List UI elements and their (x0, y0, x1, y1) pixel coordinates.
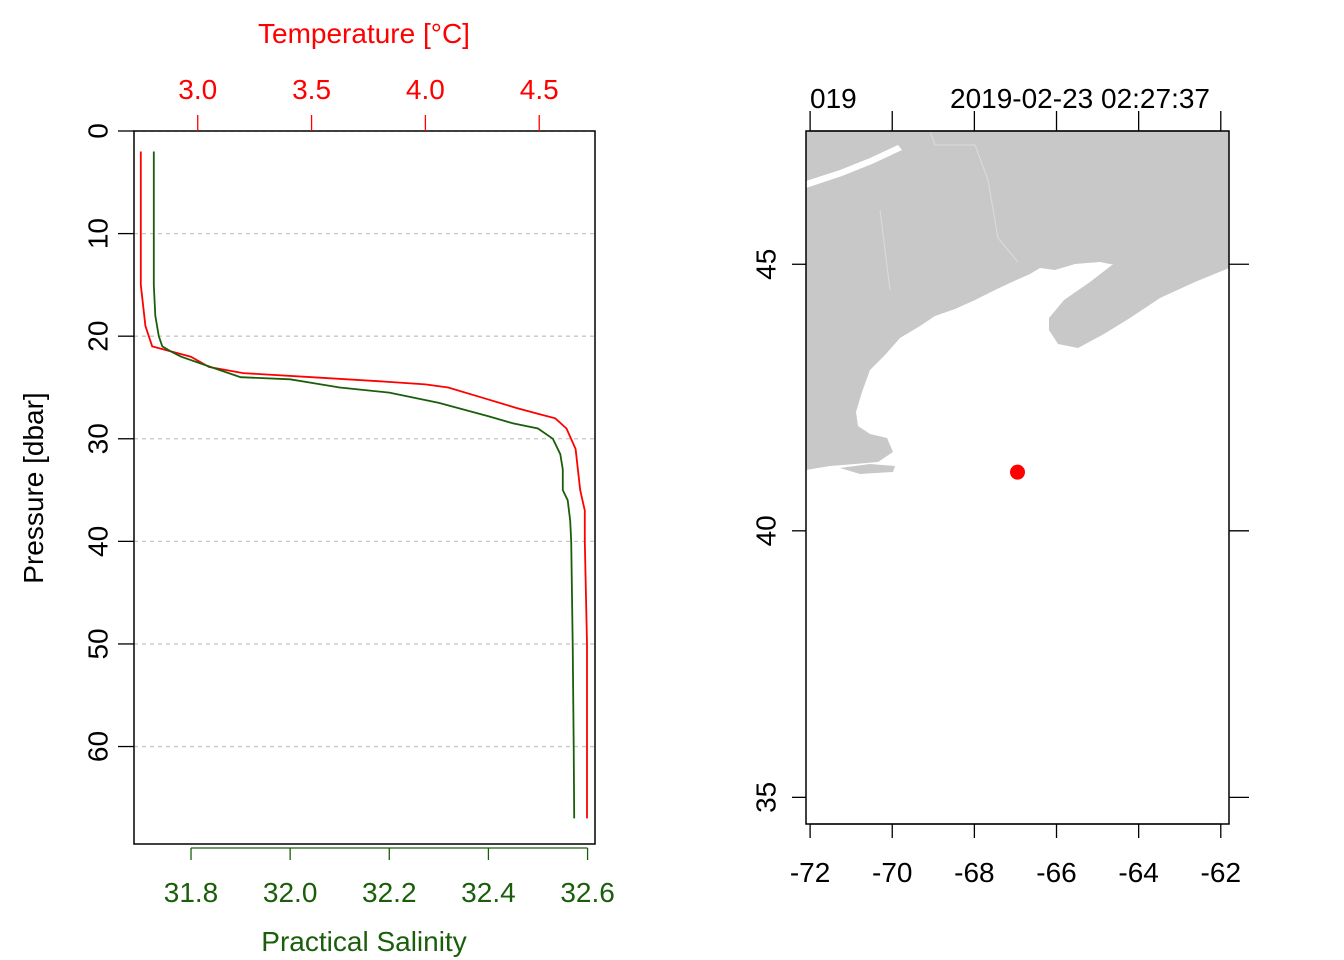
station-time-axis (809, 111, 1222, 132)
pressure-tick-label: 40 (83, 526, 114, 557)
latitude-tick-label: 45 (751, 249, 782, 280)
map-right-ticks (1229, 263, 1249, 798)
salinity-axis: 31.8 32.0 32.2 32.4 32.6 (164, 847, 615, 908)
latitude-tick-label: 35 (751, 782, 782, 813)
temperature-profile-line (139, 151, 588, 819)
pressure-tick-label: 30 (83, 423, 114, 454)
salinity-tick-label: 32.6 (560, 877, 615, 908)
longitude-tick-label: -72 (790, 857, 830, 888)
temperature-tick-label: 4.0 (406, 74, 445, 105)
pressure-tick-label: 10 (83, 218, 114, 249)
salinity-tick-label: 31.8 (164, 877, 219, 908)
land-mainland (806, 131, 1229, 470)
map-panel: -72 -70 -68 -66 -64 -62 35 40 45 019 2019-02-23… (751, 83, 1249, 888)
temperature-tick-label: 3.0 (178, 74, 217, 105)
temperature-tick-label: 4.5 (520, 74, 559, 105)
longitude-tick-label: -68 (954, 857, 994, 888)
pressure-gridlines (134, 130, 595, 748)
pressure-tick-label: 0 (83, 123, 114, 139)
temperature-tick-label: 3.5 (292, 74, 331, 105)
longitude-tick-label: -66 (1036, 857, 1076, 888)
land-nova-scotia (1049, 220, 1229, 348)
latitude-axis: 35 40 45 (751, 249, 806, 813)
salinity-tick-label: 32.0 (263, 877, 318, 908)
latitude-tick-label: 40 (751, 515, 782, 546)
longitude-axis: -72 -70 -68 -66 -64 -62 (790, 823, 1241, 888)
longitude-tick-label: -64 (1118, 857, 1158, 888)
profile-plot-frame (133, 130, 596, 845)
temperature-axis-title: Temperature [°C] (258, 18, 470, 49)
salinity-axis-title: Practical Salinity (261, 926, 466, 957)
pressure-tick-label: 20 (83, 321, 114, 352)
longitude-tick-label: -70 (872, 857, 912, 888)
salinity-profile-line (152, 151, 576, 819)
salinity-tick-label: 32.2 (362, 877, 417, 908)
border-line (879, 131, 1019, 291)
land-islands (840, 174, 1220, 474)
pressure-tick-label: 60 (83, 731, 114, 762)
temperature-axis: 3.0 3.5 4.0 4.5 (178, 74, 559, 131)
station-id-label: 019 (810, 83, 857, 114)
map-area (806, 131, 1229, 474)
station-marker (1010, 464, 1025, 480)
river-estuary (806, 145, 902, 188)
salinity-tick-label: 32.4 (461, 877, 516, 908)
station-time-label: 2019-02-23 02:27:37 (950, 83, 1210, 114)
longitude-tick-label: -62 (1201, 857, 1241, 888)
pressure-tick-label: 50 (83, 628, 114, 659)
pressure-axis: 0 10 20 30 40 50 60 (83, 123, 134, 762)
pressure-axis-title: Pressure [dbar] (18, 392, 49, 583)
